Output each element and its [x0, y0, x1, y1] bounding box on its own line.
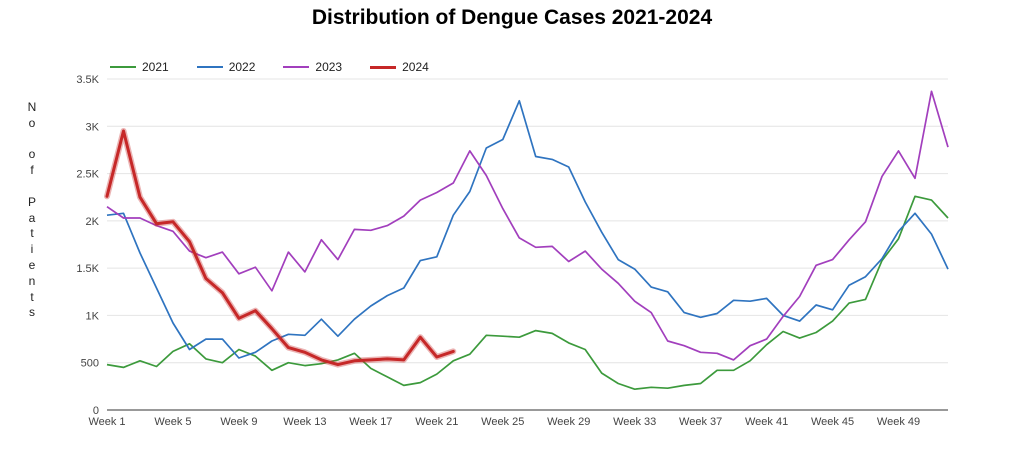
- y-tick-label: 0: [93, 405, 99, 417]
- legend-swatch: [283, 66, 310, 68]
- series-line-2024-halo: [104, 128, 457, 368]
- x-tick-label: Week 45: [811, 416, 854, 428]
- y-tick-label: 3.5K: [76, 74, 99, 86]
- legend-item-2024: 2024: [370, 60, 429, 74]
- legend-item-2021: 2021: [110, 60, 169, 74]
- x-tick-label: Week 49: [877, 416, 920, 428]
- legend-label: 2024: [402, 60, 429, 74]
- y-axis-label-char: a: [28, 210, 36, 225]
- y-axis-label-char: n: [28, 273, 36, 288]
- y-tick-label: 2K: [86, 216, 100, 228]
- x-tick-label: Week 29: [547, 416, 590, 428]
- y-axis-label-char: P: [27, 194, 36, 209]
- legend-label: 2021: [142, 60, 169, 74]
- y-axis-label-char: f: [30, 163, 34, 178]
- chart-title: Distribution of Dengue Cases 2021-2024: [311, 6, 713, 29]
- series-line-2022: [106, 99, 949, 359]
- legend-label: 2022: [228, 60, 256, 74]
- y-axis-label-char: s: [29, 305, 35, 320]
- y-axis-label-char: o: [28, 115, 36, 130]
- x-tick-label: Week 41: [745, 416, 788, 428]
- x-tick-label: Week 5: [154, 416, 191, 428]
- y-axis-label-char: i: [30, 242, 34, 257]
- legend-swatch: [370, 65, 397, 69]
- x-tick-label: Week 9: [220, 416, 257, 428]
- x-tick-label: Week 33: [613, 416, 656, 428]
- y-tick-label: 2.5K: [76, 169, 99, 181]
- x-tick-label: Week 1: [88, 416, 125, 428]
- x-tick-label: Week 17: [349, 416, 392, 428]
- y-tick-label: 1K: [86, 310, 100, 322]
- x-tick-label: Week 13: [283, 416, 326, 428]
- x-tick-label: Week 25: [481, 416, 524, 428]
- legend-label: 2023: [315, 60, 343, 74]
- y-tick-label: 1.5K: [76, 263, 99, 275]
- x-tick-label: Week 21: [415, 416, 458, 428]
- legend-item-2023: 2023: [283, 60, 342, 74]
- legend-item-2022: 2022: [196, 60, 256, 74]
- y-axis-label-char: t: [30, 226, 34, 241]
- y-axis-label-char: t: [30, 289, 34, 304]
- y-tick-label: 3K: [86, 121, 100, 133]
- series-line-2023: [106, 90, 949, 361]
- y-axis-label-char: N: [27, 100, 37, 114]
- y-axis-label-char: e: [28, 257, 36, 272]
- legend-swatch: [110, 66, 136, 68]
- y-axis-label-char: o: [28, 147, 36, 162]
- legend: 2021 2022 2023 2024: [110, 59, 457, 75]
- x-tick-label: Week 37: [679, 416, 722, 428]
- series-line-2021: [106, 195, 949, 391]
- legend-swatch: [196, 66, 223, 68]
- series-line-2024: [105, 129, 455, 367]
- y-tick-label: 500: [81, 358, 99, 370]
